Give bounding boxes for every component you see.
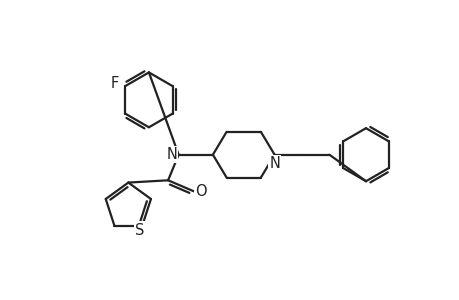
Text: F: F xyxy=(111,76,119,92)
Text: N: N xyxy=(269,156,280,171)
Text: O: O xyxy=(195,184,207,199)
Text: N: N xyxy=(166,147,177,162)
Text: S: S xyxy=(135,223,145,238)
